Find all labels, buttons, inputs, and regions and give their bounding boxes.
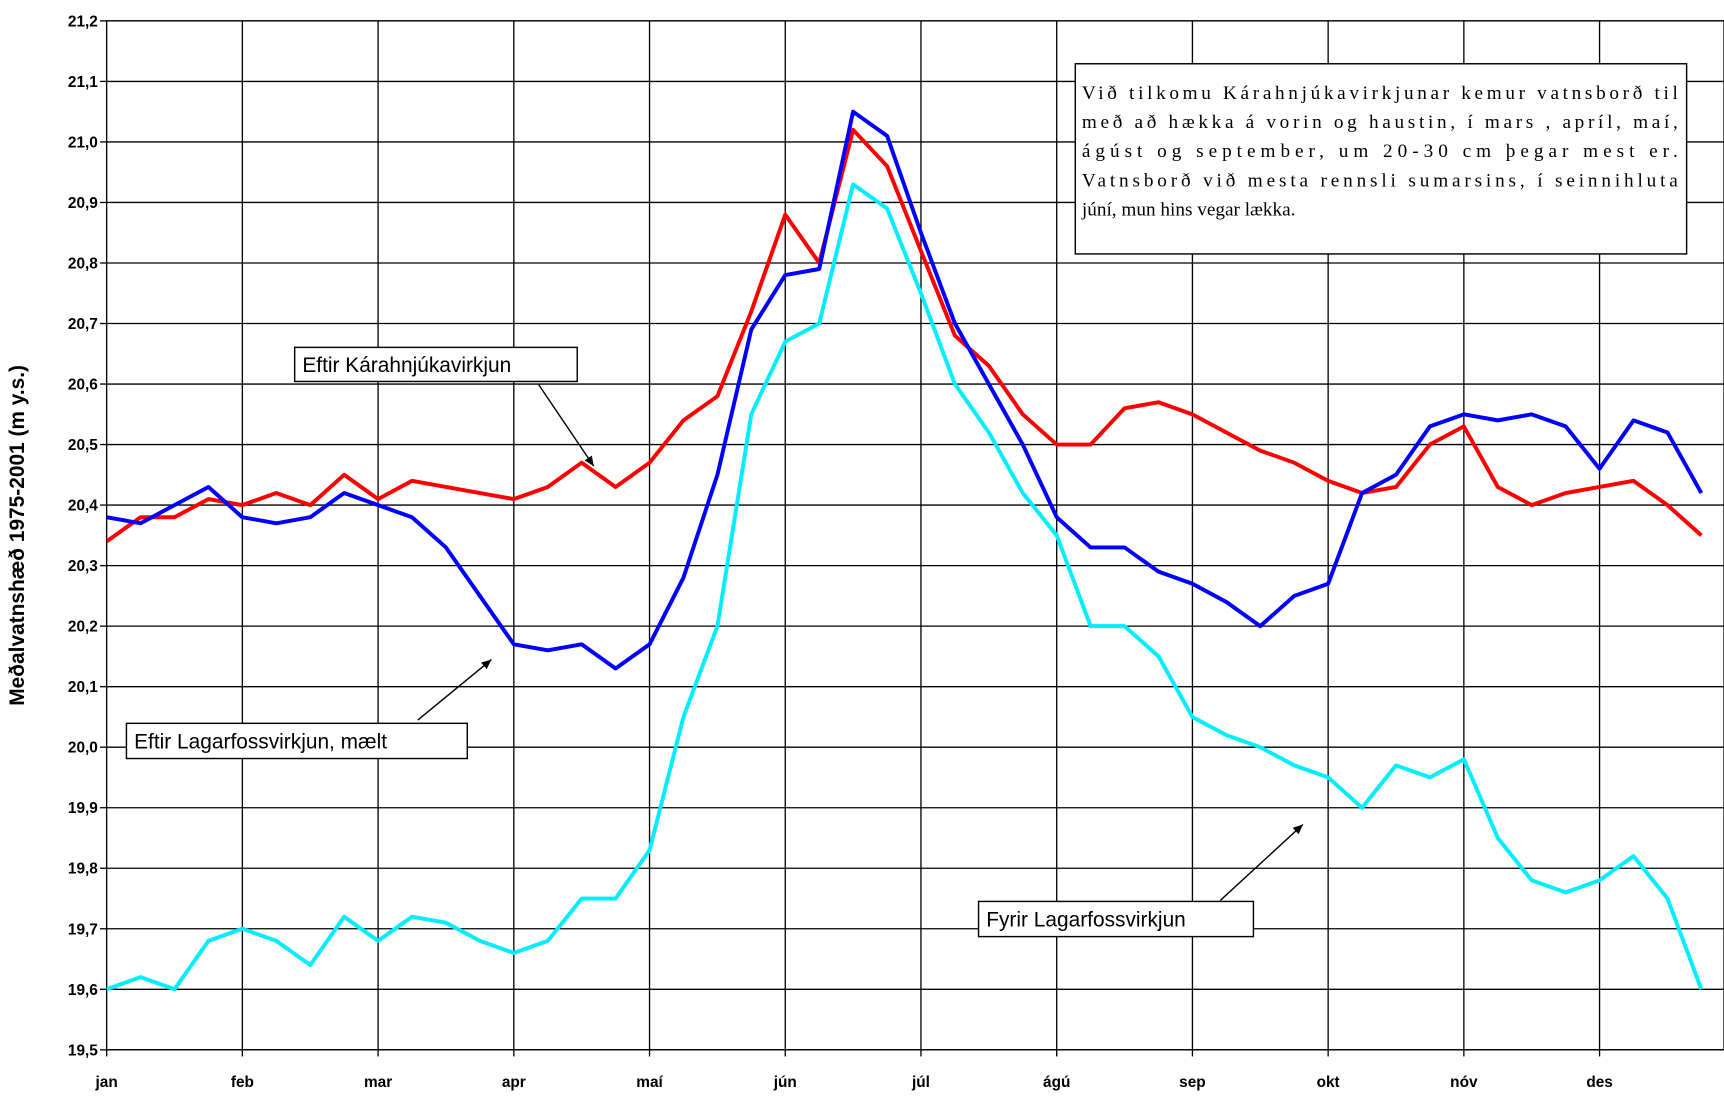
- y-axis-label: Meðalvatnshæð 1975-2001 (m y.s.): [6, 365, 29, 706]
- y-tick-label: 20,4: [68, 498, 98, 515]
- y-tick-label: 19,9: [68, 800, 98, 817]
- y-tick-label: 20,5: [68, 437, 98, 454]
- y-tick-label: 20,3: [68, 558, 98, 575]
- x-tick-label: des: [1586, 1074, 1613, 1091]
- series-label: Eftir Kárahnjúkavirkjun: [302, 354, 511, 377]
- y-tick-label: 20,1: [68, 679, 98, 696]
- y-tick-label: 20,0: [68, 740, 98, 757]
- x-tick-label: maí: [636, 1074, 663, 1091]
- series-label: Fyrir Lagarfossvirkjun: [986, 909, 1186, 932]
- label-box: [293, 346, 578, 383]
- y-tick-label: 19,8: [68, 861, 98, 878]
- series-line: [106, 127, 1703, 544]
- x-tick-label: mar: [364, 1074, 392, 1091]
- x-tick-label: okt: [1317, 1074, 1340, 1091]
- y-tick-label: 20,8: [68, 255, 98, 272]
- series-line: [106, 182, 1704, 992]
- y-tick-label: 19,6: [68, 982, 98, 999]
- x-tick-label: júl: [911, 1074, 930, 1091]
- x-tick-label: sep: [1179, 1074, 1206, 1091]
- y-tick-label: 20,6: [68, 377, 98, 394]
- x-tick-label: apr: [502, 1074, 526, 1091]
- x-tick-label: jún: [773, 1074, 797, 1091]
- x-tick-label: nóv: [1450, 1074, 1478, 1091]
- y-tick-label: 19,5: [68, 1042, 98, 1059]
- x-tick-label: jan: [95, 1074, 118, 1091]
- note-line: júní, mun hins vegar lækka.: [1081, 199, 1296, 220]
- y-tick-label: 21,2: [68, 13, 98, 30]
- series-label: Eftir Lagarfossvirkjun, mælt: [134, 731, 387, 754]
- y-tick-label: 20,9: [68, 195, 98, 212]
- x-tick-label: feb: [231, 1074, 254, 1091]
- y-tick-label: 20,2: [68, 619, 98, 636]
- y-tick-label: 19,7: [68, 921, 98, 938]
- y-tick-label: 20,7: [68, 316, 98, 333]
- label-box: [977, 900, 1255, 938]
- y-tick-label: 21,0: [68, 134, 98, 151]
- arrow: [1219, 823, 1304, 901]
- x-tick-label: ágú: [1043, 1074, 1070, 1091]
- label-box: [125, 722, 468, 760]
- y-tick-label: 21,1: [68, 74, 98, 91]
- note-box: [1074, 63, 1688, 255]
- series-line: [106, 109, 1704, 671]
- arrow: [538, 384, 595, 467]
- arrow: [417, 659, 492, 721]
